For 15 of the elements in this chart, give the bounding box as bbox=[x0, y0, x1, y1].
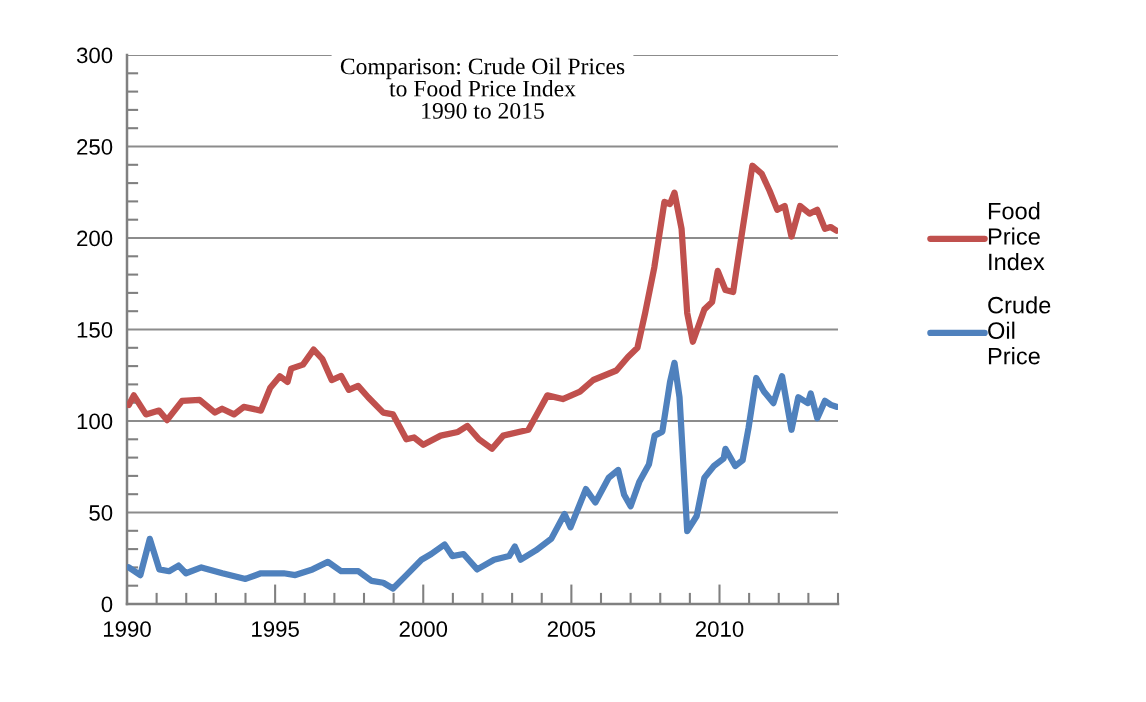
x-tick-label: 1990 bbox=[103, 621, 151, 637]
x-tick-label: 2010 bbox=[695, 621, 744, 637]
y-tick-label: 100 bbox=[77, 413, 113, 430]
x-tick-label: 2005 bbox=[547, 621, 596, 637]
legend-label: Food Price Index bbox=[988, 202, 1045, 271]
y-tick-label: 200 bbox=[77, 230, 113, 247]
legend-label: Crude Oil Price bbox=[988, 296, 1051, 365]
y-tick-label: 150 bbox=[77, 322, 113, 338]
y-tick-label: 0 bbox=[101, 596, 113, 613]
y-tick-label: 250 bbox=[77, 139, 113, 155]
x-tick-label: 1995 bbox=[252, 621, 299, 637]
y-tick-label: 300 bbox=[76, 47, 113, 64]
x-tick-label: 2000 bbox=[399, 621, 448, 637]
y-tick-label: 50 bbox=[89, 505, 113, 521]
text: Comparison: Crude Oil Prices to Food Price Index 1990 to 2015 bbox=[340, 57, 625, 119]
